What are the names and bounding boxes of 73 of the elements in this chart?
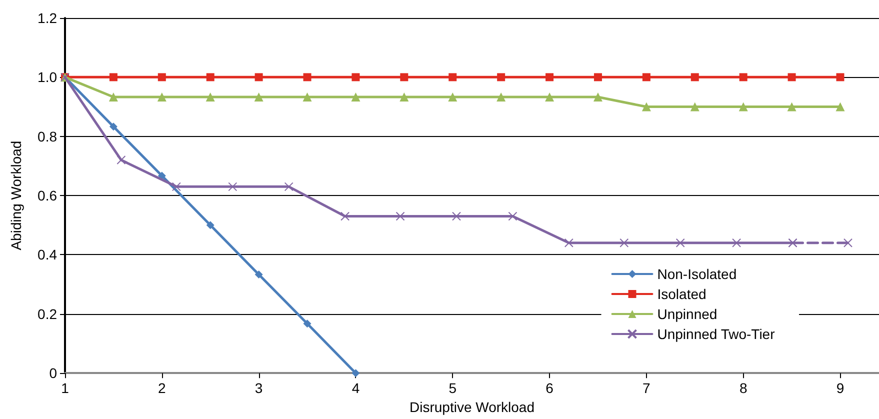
- y-tick-label: 0.8: [38, 128, 58, 144]
- point: [448, 73, 457, 82]
- point: [302, 92, 312, 102]
- point: [400, 92, 409, 102]
- point: [254, 73, 263, 82]
- point: [497, 73, 506, 82]
- point: [172, 182, 181, 192]
- point: [108, 92, 118, 102]
- y-tick-label: 0.6: [38, 188, 58, 204]
- point: [564, 238, 574, 248]
- point: [787, 102, 796, 112]
- legend-label: Isolated: [657, 286, 706, 302]
- y-tick-label: 0.2: [38, 306, 58, 322]
- x-tick-label: 8: [739, 380, 748, 396]
- point: [732, 238, 742, 248]
- point: [448, 92, 458, 102]
- point: [690, 102, 700, 112]
- point: [642, 73, 650, 82]
- point: [206, 221, 214, 230]
- y-tick-label: 1.2: [38, 10, 58, 26]
- point: [228, 182, 238, 192]
- point: [158, 73, 166, 82]
- point: [739, 73, 748, 82]
- point: [157, 92, 166, 102]
- legend-label: Unpinned Two-Tier: [657, 326, 776, 342]
- point: [593, 92, 602, 102]
- point: [284, 182, 294, 192]
- point: [452, 212, 461, 221]
- point: [400, 73, 408, 82]
- point: [836, 73, 844, 82]
- legend-label: Non-Isolated: [657, 266, 737, 282]
- point: [843, 238, 852, 248]
- x-tick-label: 6: [546, 380, 554, 396]
- y-tick-label: 0: [49, 365, 58, 382]
- point: [620, 238, 629, 248]
- x-tick-label: 5: [448, 380, 457, 396]
- legend-label: Unpinned: [657, 306, 718, 322]
- x-tick-label: 3: [254, 380, 263, 396]
- x-tick-label: 4: [352, 380, 360, 396]
- point: [546, 73, 554, 82]
- point: [508, 212, 518, 221]
- point: [351, 92, 360, 102]
- point: [396, 212, 405, 221]
- x-tick-label: 1: [61, 380, 70, 396]
- point: [206, 73, 214, 82]
- x-tick-label: 7: [642, 380, 651, 396]
- point: [788, 73, 796, 82]
- point: [206, 92, 215, 102]
- point: [738, 102, 748, 112]
- point: [109, 122, 118, 131]
- y-tick-label: 0.4: [38, 246, 58, 263]
- point: [496, 92, 506, 102]
- point: [254, 270, 263, 279]
- point: [303, 73, 312, 82]
- point: [352, 73, 360, 82]
- point: [352, 369, 360, 378]
- point: [676, 238, 685, 248]
- point: [340, 212, 350, 221]
- point: [690, 73, 699, 82]
- point: [836, 102, 845, 112]
- point: [116, 156, 126, 165]
- point: [642, 102, 651, 112]
- point: [158, 172, 166, 180]
- point: [594, 73, 602, 82]
- y-axis-title: Abiding Workload: [8, 140, 24, 250]
- point: [303, 320, 312, 328]
- x-axis-title: Disruptive Workload: [409, 399, 535, 415]
- y-tick-label: 1.0: [38, 69, 58, 86]
- x-tick-label: 2: [158, 380, 166, 396]
- point: [109, 73, 118, 82]
- point: [254, 92, 264, 102]
- x-tick-label: 9: [836, 380, 844, 396]
- point: [545, 92, 554, 102]
